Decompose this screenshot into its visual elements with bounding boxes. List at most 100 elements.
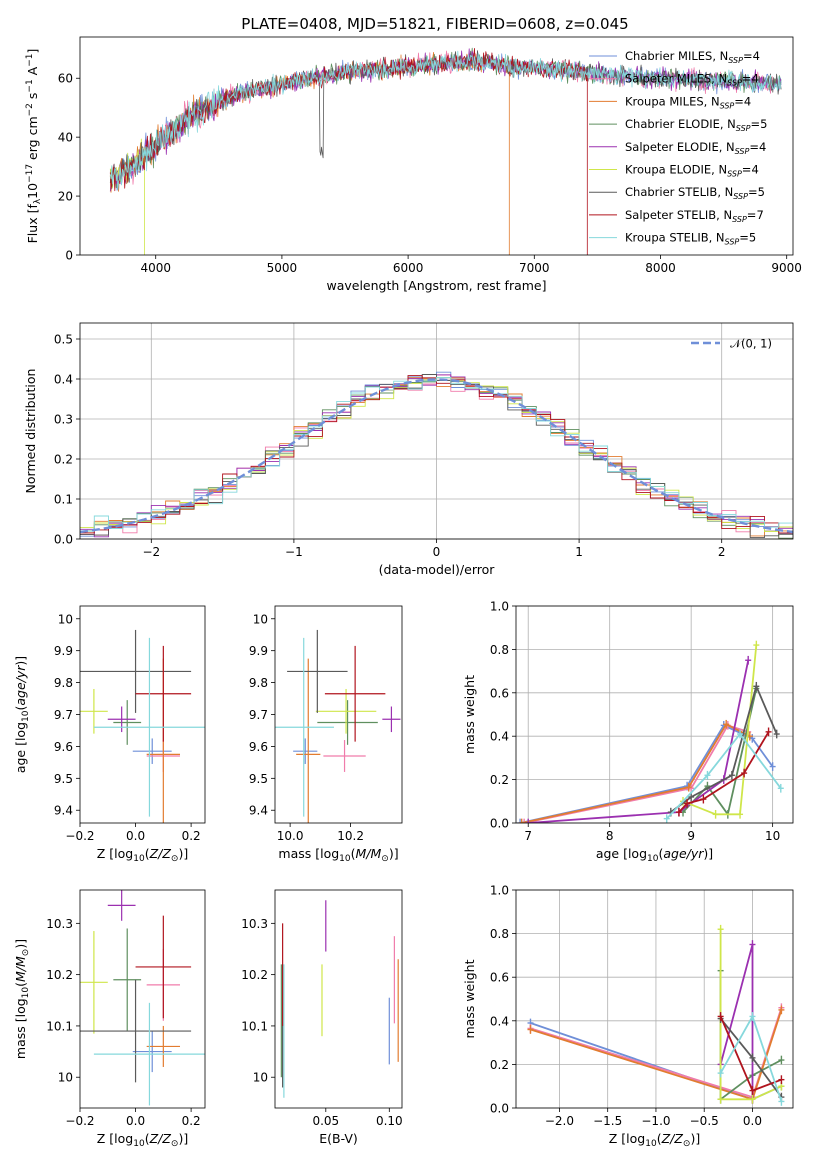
axes-frame bbox=[79, 322, 794, 540]
errorbar-chabrier-stelib bbox=[80, 979, 192, 1083]
errorbar-salpeter-elodie bbox=[382, 706, 401, 733]
series-chabrier-stelib bbox=[667, 681, 780, 817]
legend-label-chabrier-miles: Chabrier MILES, NSSP=4 bbox=[625, 49, 760, 65]
x-tick-label: 0.10 bbox=[376, 1114, 403, 1128]
x-tick-label: 10 bbox=[765, 829, 780, 843]
chart-mass_weight_vs_age: 7 8 9 10 0.0 0.2 0.4 0.6 0.8 1.0 age [log10(age/yr… bbox=[462, 600, 794, 864]
x-axis-label: E(B-V) bbox=[319, 1131, 358, 1146]
axes-frame bbox=[79, 605, 206, 824]
errorbar-chabrier-elodie bbox=[317, 700, 378, 745]
x-tick-label: 10.2 bbox=[337, 829, 364, 843]
y-tick-label: 9.6 bbox=[249, 740, 268, 754]
chart-mass_vs_Z: −0.2 0.0 0.2 10 10.1 10.2 10.3 Z [log10(Z/Z⊙)] m… bbox=[13, 889, 206, 1149]
y-tick-label: 10.2 bbox=[241, 968, 268, 982]
y-axis-label: age [log10(age/yr)] bbox=[13, 656, 31, 773]
x-tick-label: 1 bbox=[575, 545, 583, 559]
legend-label-chabrier-elodie: Chabrier ELODIE, NSSP=5 bbox=[625, 117, 767, 133]
x-tick-label: 8000 bbox=[645, 261, 676, 275]
plot-area bbox=[280, 900, 399, 1098]
x-tick-label: −2.0 bbox=[545, 1114, 574, 1128]
errorbar-salpeter-stelib bbox=[324, 645, 386, 742]
axes-frame bbox=[515, 605, 794, 824]
y-tick-label: 40 bbox=[58, 131, 73, 145]
y-tick-label: 9.6 bbox=[54, 740, 73, 754]
y-tick-label: 9.4 bbox=[54, 804, 73, 818]
series-salpeter-stelib bbox=[717, 1012, 785, 1095]
plot-layer: 4000 5000 6000 7000 8000 90000204060wavelengt… bbox=[13, 36, 802, 1149]
y-tick-label: 0.8 bbox=[490, 927, 509, 941]
spectrum-line-kroupa-stelib bbox=[109, 50, 782, 190]
y-axis-label: mass weight bbox=[462, 675, 477, 754]
series-chabrier-elodie bbox=[680, 684, 760, 819]
y-axis-label: mass weight bbox=[462, 959, 477, 1038]
y-axis-label: Flux [fλ10−17 erg cm−2 s−1 A−1] bbox=[25, 49, 43, 244]
chart-mass_weight_vs_Z: −2.0 −1.5 −1.0 −0.5 0.0 0.0 0.2 0.4 0.6 0.8 1.0 Z [… bbox=[462, 884, 794, 1149]
x-tick-label: 7 bbox=[524, 829, 532, 843]
y-tick-label: 9.9 bbox=[249, 644, 268, 658]
x-axis-label: Z [log10(Z/Z⊙)] bbox=[97, 846, 188, 864]
axes: 0.05 0.10 10 10.1 10.2 10.3 E(B-V) bbox=[241, 889, 403, 1146]
y-tick-label: 0.0 bbox=[54, 533, 73, 547]
series-line bbox=[682, 645, 758, 816]
plot-area bbox=[80, 371, 793, 539]
chart-age_vs_mass: 10.0 10.2 9.4 9.5 9.6 9.7 9.8 9.9 10 mass [log10(… bbox=[249, 605, 403, 864]
plot-area bbox=[80, 629, 205, 823]
y-tick-label: 0.0 bbox=[490, 1102, 509, 1116]
series-kroupa-stelib bbox=[663, 729, 784, 823]
errorbar-chabrier-stelib bbox=[287, 629, 348, 713]
y-tick-label: 10 bbox=[253, 612, 268, 626]
chart-mass_vs_EBV: 0.05 0.10 10 10.1 10.2 10.3 E(B-V) bbox=[241, 889, 403, 1146]
series-line bbox=[666, 733, 782, 820]
spectrum-line-salpeter-stelib bbox=[109, 48, 588, 255]
plot-area bbox=[527, 924, 785, 1106]
hist-kroupa-stelib bbox=[80, 376, 793, 532]
y-axis-label: Normed distribution bbox=[23, 369, 38, 494]
y-axis-label: mass [log10(M/M⊙)] bbox=[13, 939, 31, 1059]
x-axis-label: (data-model)/error bbox=[379, 562, 496, 577]
errorbar-kroupa-elodie bbox=[80, 688, 108, 734]
x-tick-label: −1 bbox=[285, 545, 303, 559]
legend-label-salpeter-elodie: Salpeter ELODIE, NSSP=4 bbox=[625, 140, 766, 156]
chart-spectrum: 4000 5000 6000 7000 8000 9000 0 20 40 60 wavelengt… bbox=[25, 36, 802, 293]
y-tick-label: 10.3 bbox=[241, 917, 268, 931]
y-tick-label: 10.3 bbox=[46, 917, 73, 931]
x-tick-label: 10.0 bbox=[277, 829, 304, 843]
x-tick-label: −2 bbox=[142, 545, 160, 559]
x-tick-label: 0 bbox=[433, 545, 441, 559]
x-tick-label: 5000 bbox=[267, 261, 298, 275]
x-axis-label: Z [log10(Z/Z⊙)] bbox=[97, 1131, 188, 1149]
y-tick-label: 10.1 bbox=[46, 1019, 73, 1033]
y-tick-label: 1.0 bbox=[490, 884, 509, 898]
y-tick-label: 9.9 bbox=[54, 644, 73, 658]
x-tick-label: 2 bbox=[718, 545, 726, 559]
axes-frame bbox=[79, 889, 206, 1109]
y-tick-label: 9.5 bbox=[249, 772, 268, 786]
errorbar-chabrier-miles bbox=[132, 1031, 172, 1073]
y-tick-label: 10 bbox=[253, 1071, 268, 1085]
legend-label-salpeter-stelib: Salpeter STELIB, NSSP=7 bbox=[625, 208, 764, 224]
y-tick-label: 10.2 bbox=[46, 968, 73, 982]
legend-label-normal: 𝒩(0, 1) bbox=[730, 337, 772, 351]
errorbar-chabrier-miles bbox=[293, 738, 318, 764]
plot-area bbox=[275, 629, 401, 823]
y-tick-label: 0.3 bbox=[54, 413, 73, 427]
x-axis-label: wavelength [Angstrom, rest frame] bbox=[326, 278, 546, 293]
legend-label-kroupa-elodie: Kroupa ELODIE, NSSP=4 bbox=[625, 163, 759, 179]
errorbar-chabrier-elodie bbox=[113, 928, 142, 1032]
spectrum-legend: Chabrier MILES, NSSP=4 Salpeter MILES, NS… bbox=[589, 49, 767, 247]
y-tick-label: 10.1 bbox=[241, 1019, 268, 1033]
chart-residuals: −2 −1 0 1 2 0.0 0.1 0.2 0.3 0.4 0.5 (data-model)/er… bbox=[23, 322, 794, 577]
series-kroupa-miles bbox=[518, 719, 753, 823]
series-line bbox=[523, 724, 749, 823]
errorbar-kroupa-stelib bbox=[93, 1002, 205, 1106]
axes-frame bbox=[79, 36, 794, 256]
y-tick-label: 10 bbox=[58, 612, 73, 626]
plot-area bbox=[517, 640, 784, 823]
errorbar-chabrier-elodie bbox=[113, 700, 142, 745]
y-tick-label: 0.6 bbox=[490, 686, 509, 700]
x-axis-label: Z [log10(Z/Z⊙)] bbox=[609, 1131, 700, 1149]
y-tick-label: 0.8 bbox=[490, 643, 509, 657]
errorbar-chabrier-stelib bbox=[80, 629, 192, 713]
axes: 4000 5000 6000 7000 8000 9000 0 20 40 60 wavelengt… bbox=[25, 36, 802, 293]
series-kroupa-stelib bbox=[717, 1012, 785, 1106]
